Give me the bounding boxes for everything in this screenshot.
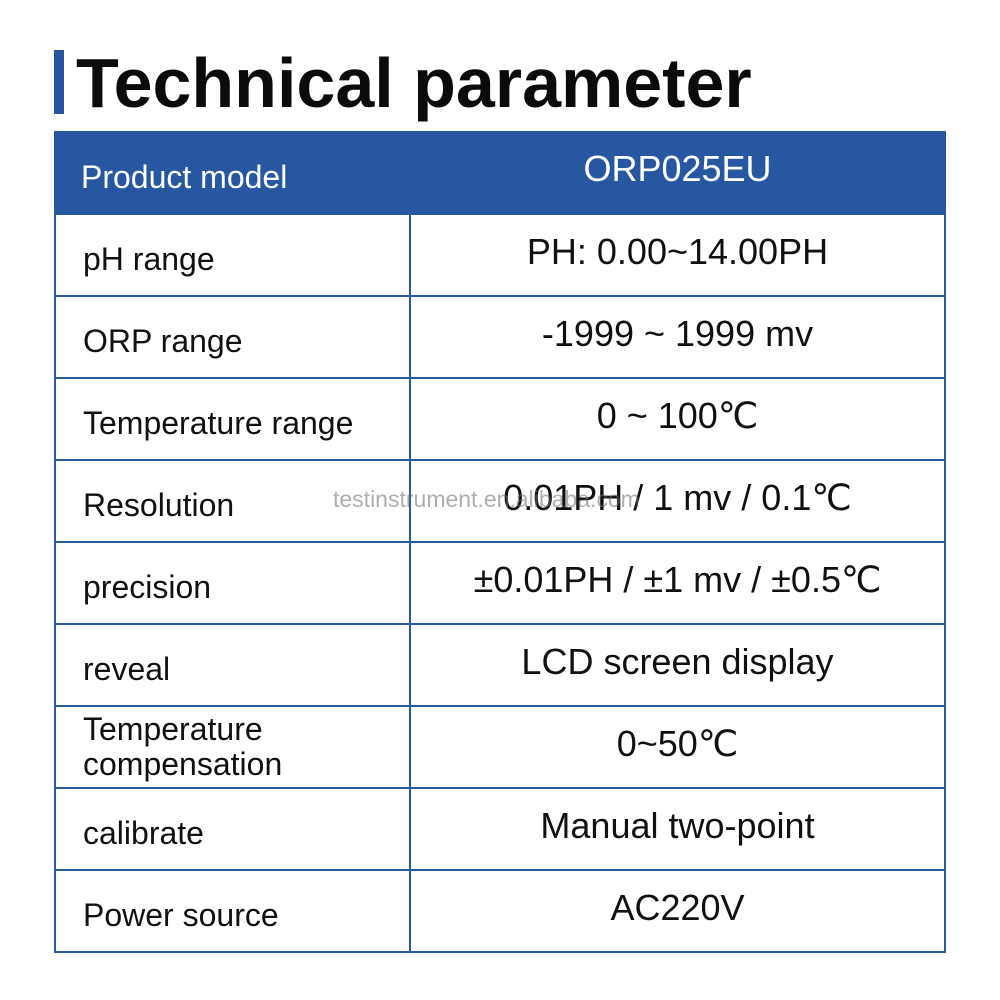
row-value: Manual two-point (540, 805, 815, 846)
row-value: ±0.01PH / ±1 mv / ±0.5℃ (473, 559, 882, 600)
header-value: ORP025EU (583, 148, 772, 189)
table-row: Resolution 0.01PH / 1 mv / 0.1℃ (54, 461, 946, 543)
row-label: reveal (56, 625, 411, 705)
row-label: Power source (56, 871, 411, 951)
table-row: Temperature compensation 0~50℃ (54, 707, 946, 789)
row-label-line2: compensation (83, 746, 283, 782)
row-label: ORP range (56, 297, 411, 377)
row-label: calibrate (56, 789, 411, 869)
spec-table: Product model ORP025EU pH range PH: 0.00… (54, 131, 946, 953)
table-row: precision ±0.01PH / ±1 mv / ±0.5℃ (54, 543, 946, 625)
table-row: Temperature range 0 ~ 100℃ (54, 379, 946, 461)
header-label: Product model (81, 158, 288, 195)
title-accent-bar (54, 50, 64, 114)
row-value: -1999 ~ 1999 mv (541, 313, 814, 354)
table-row: reveal LCD screen display (54, 625, 946, 707)
row-value: 0 ~ 100℃ (596, 395, 759, 436)
row-value: AC220V (610, 887, 745, 928)
row-label: precision (56, 543, 411, 623)
table-row: calibrate Manual two-point (54, 789, 946, 871)
table-row: Power source AC220V (54, 871, 946, 953)
row-value: 0~50℃ (616, 723, 739, 764)
row-value: PH: 0.00~14.00PH (526, 231, 829, 272)
row-label-line1: Temperature (83, 711, 263, 747)
row-value: LCD screen display (521, 641, 834, 682)
row-label: Resolution (56, 461, 411, 541)
table-header-row: Product model ORP025EU (54, 131, 946, 215)
row-label: pH range (56, 215, 411, 295)
table-row: ORP range -1999 ~ 1999 mv (54, 297, 946, 379)
row-label: Temperature range (56, 379, 411, 459)
table-row: pH range PH: 0.00~14.00PH (54, 215, 946, 297)
page-title: Technical parameter (76, 44, 752, 122)
row-label: Temperature compensation (56, 707, 411, 787)
row-value: 0.01PH / 1 mv / 0.1℃ (503, 477, 852, 518)
